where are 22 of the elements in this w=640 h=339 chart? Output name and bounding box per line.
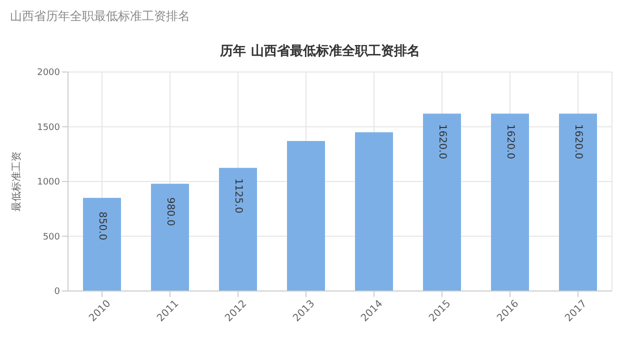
chart-subtitle: 山西省历年全职最低标准工资排名 <box>10 8 190 25</box>
bar <box>559 114 597 291</box>
bar <box>355 132 393 291</box>
bar <box>423 114 461 291</box>
y-tick-label: 1500 <box>37 122 60 133</box>
data-label: 1620.0 <box>572 124 584 160</box>
y-tick-label: 0 <box>54 287 60 298</box>
y-tick-label: 500 <box>42 232 60 242</box>
data-label: 1620.0 <box>436 124 448 160</box>
data-label: 1125.0 <box>232 178 244 214</box>
y-tick-label: 1000 <box>37 178 60 188</box>
bar <box>83 198 121 291</box>
data-label: 850.0 <box>96 212 108 240</box>
chart-title: 历年 山西省最低标准全职工资排名 <box>218 43 421 60</box>
y-axis-title: 最低标准工资 <box>10 152 23 212</box>
data-label: 1620.0 <box>504 124 516 160</box>
bar <box>151 184 189 291</box>
bar <box>287 140 325 291</box>
bar <box>491 114 529 291</box>
y-tick-label: 2000 <box>37 68 60 78</box>
data-label: 980.0 <box>164 197 176 226</box>
bar <box>219 168 257 291</box>
